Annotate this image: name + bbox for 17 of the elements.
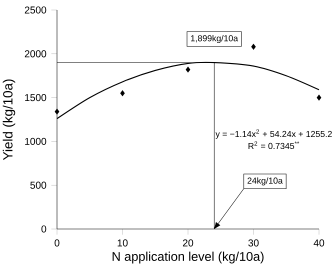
y-tick-label: 2000 bbox=[24, 50, 46, 58]
ref-line-label: 24kg/10a bbox=[248, 177, 283, 186]
annotation: y = −1.14x$^{2}$ + 54.24x + 1255.2 bbox=[216, 129, 332, 139]
annotation: R$^{2}$ = 0.7345$^{**}$ bbox=[248, 141, 300, 150]
y-tick-label: 2500 bbox=[24, 6, 46, 14]
y-tick-label: 500 bbox=[30, 182, 46, 189]
ref-line-label: 1,899kg/10a bbox=[191, 34, 238, 44]
x-tick-label: 0 bbox=[54, 239, 60, 246]
x-tick-label: 20 bbox=[182, 239, 194, 246]
y-tick-label: 1000 bbox=[25, 138, 46, 145]
x-tick-label: 40 bbox=[314, 239, 324, 246]
y-tick-label: 1500 bbox=[25, 94, 46, 102]
x-tick-label: 30 bbox=[248, 239, 259, 246]
x-tick-label: 10 bbox=[118, 239, 128, 246]
y-tick-label: 0 bbox=[41, 225, 46, 233]
y-axis-title: Yield (kg/10a) bbox=[2, 79, 16, 160]
x-axis-title: N application level (kg/10a) bbox=[112, 252, 264, 264]
